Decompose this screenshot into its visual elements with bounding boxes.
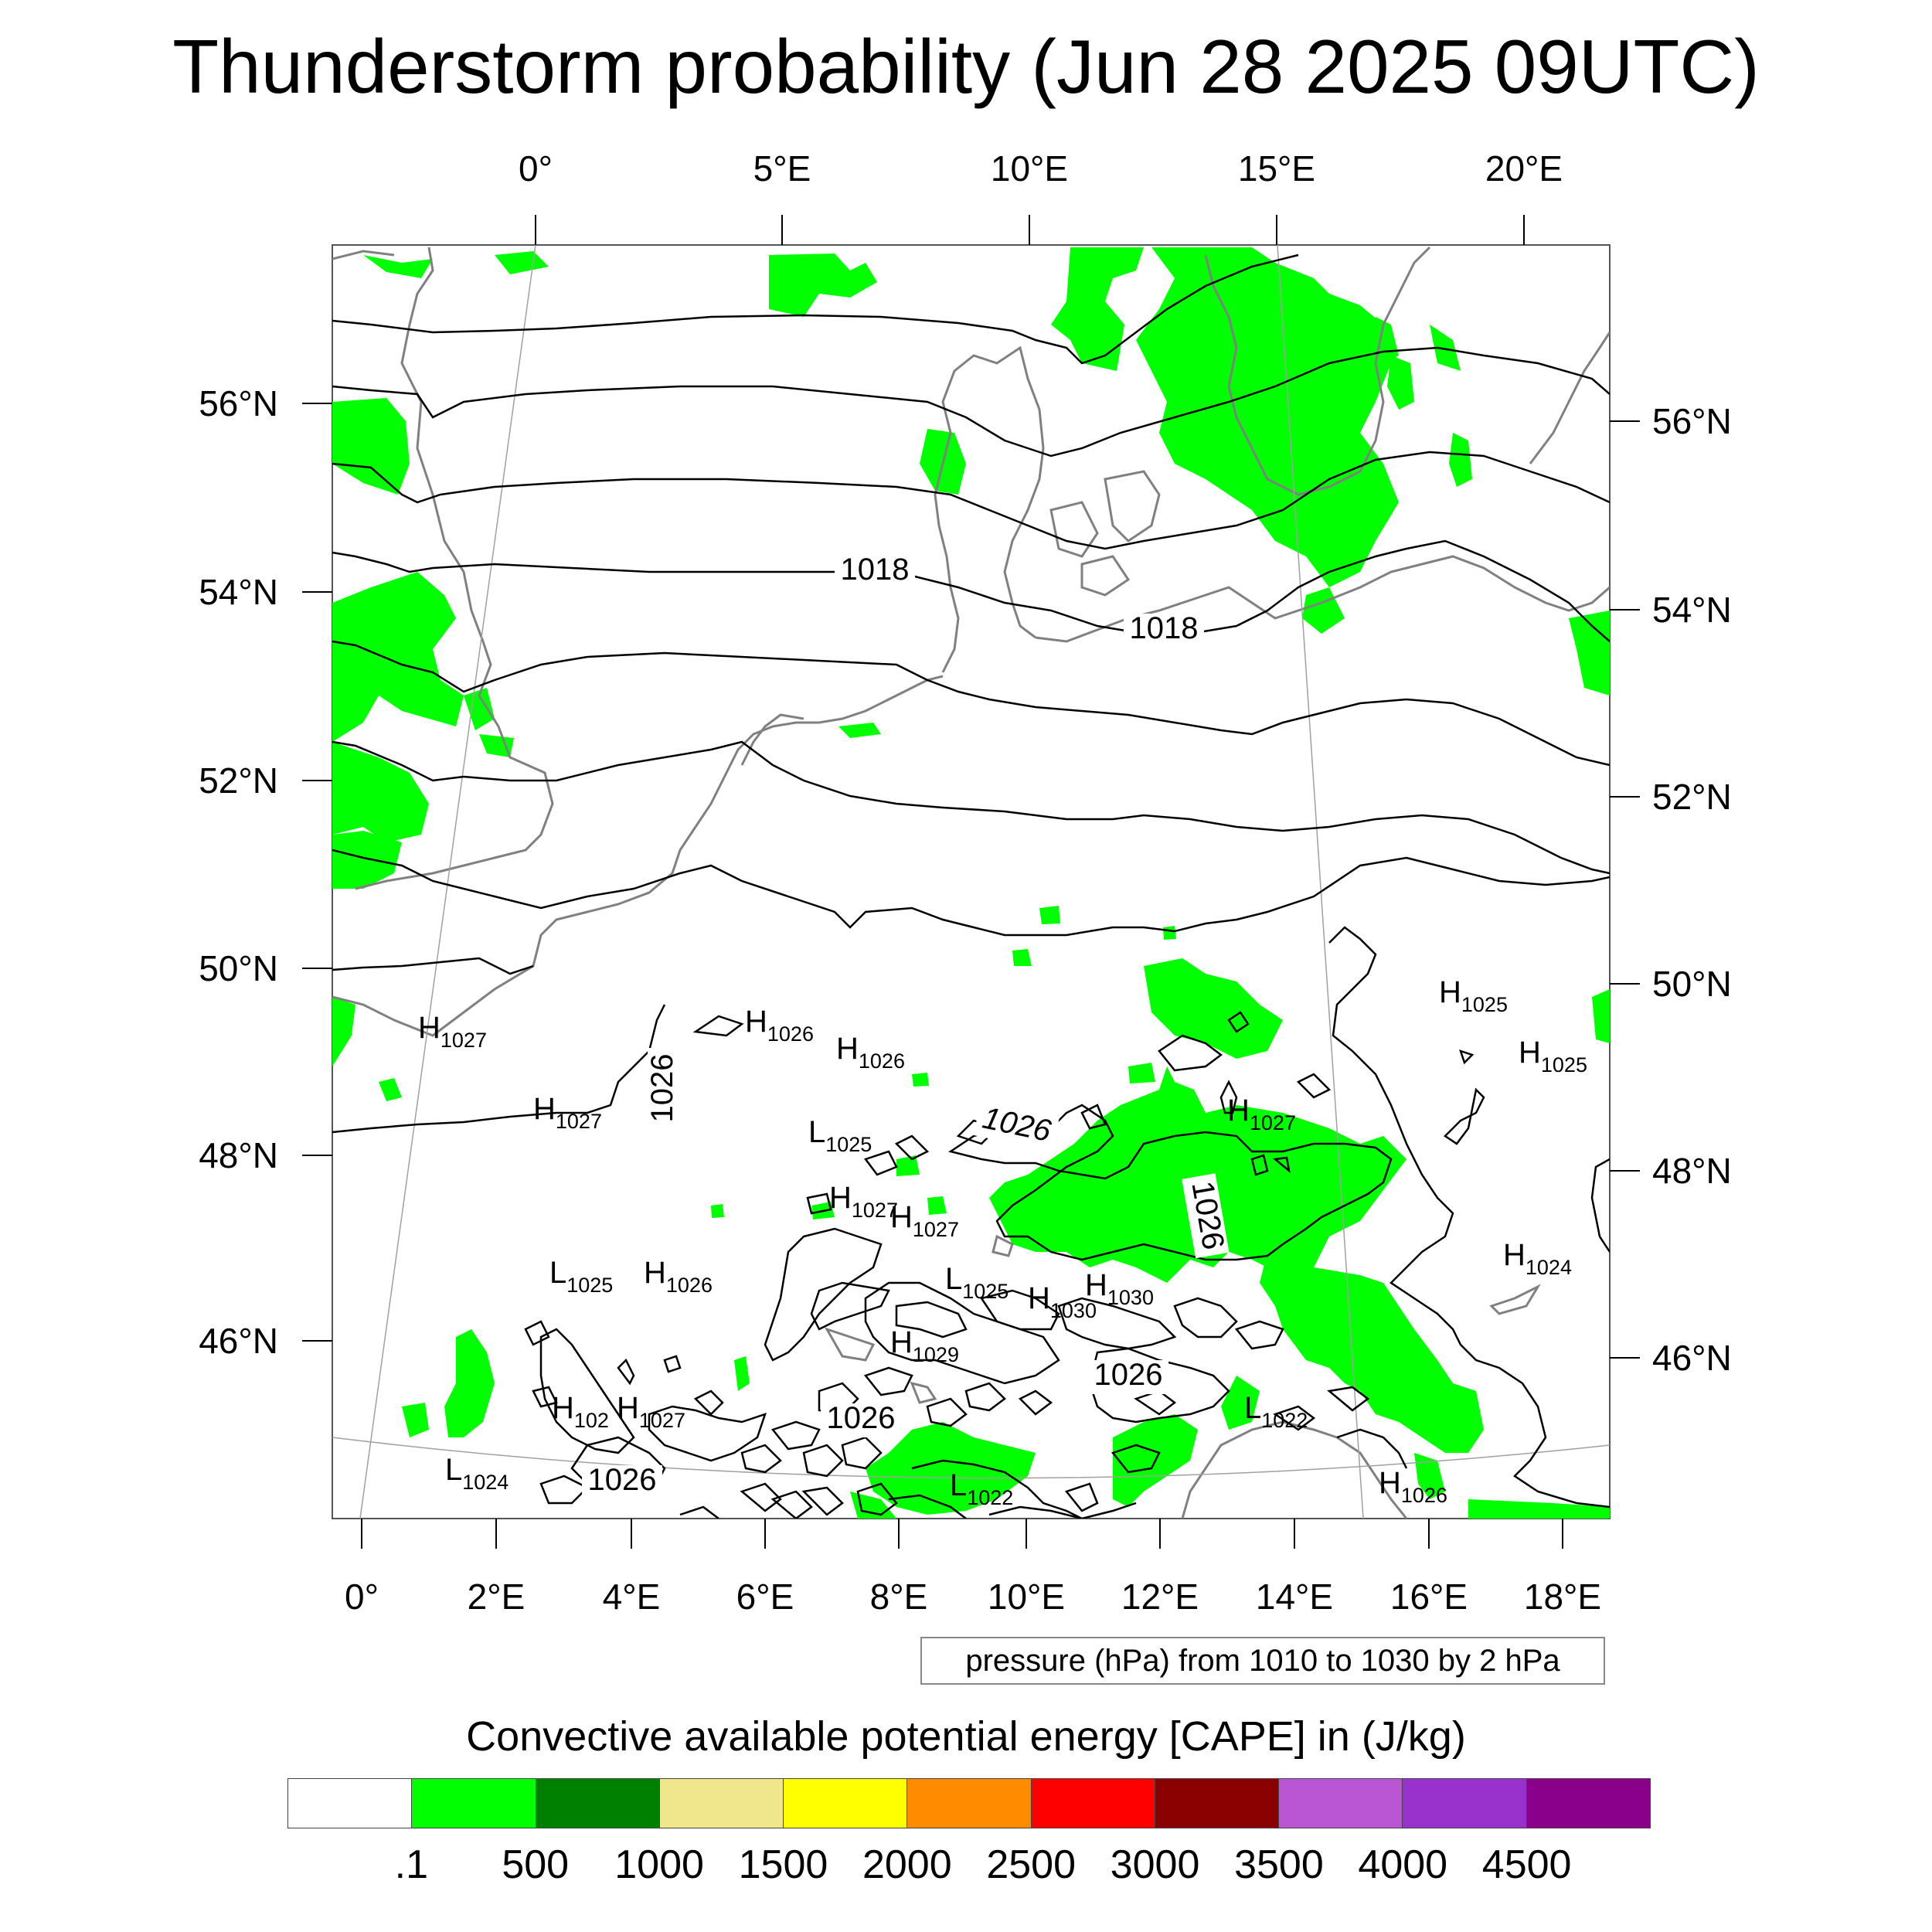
colorbar-swatch xyxy=(1403,1779,1527,1828)
colorbar-swatch xyxy=(288,1779,413,1828)
bottom-lon-label: 14°E xyxy=(1256,1577,1333,1617)
colorbar-swatch xyxy=(1031,1779,1155,1828)
bottom-lon-label: 6°E xyxy=(736,1577,794,1617)
pressure-center: H1029 xyxy=(890,1325,959,1366)
colorbar-label: 2000 xyxy=(862,1842,952,1887)
left-lat-label: 52°N xyxy=(199,760,278,801)
pressure-center: L1025 xyxy=(808,1115,872,1156)
right-lat-label: 50°N xyxy=(1652,964,1732,1004)
right-lat-label: 54°N xyxy=(1652,590,1732,630)
pressure-center: H1027 xyxy=(1227,1094,1296,1134)
pressure-center: H1027 xyxy=(890,1200,959,1241)
right-lat-label: 52°N xyxy=(1652,777,1732,817)
isobar-label: 1026 xyxy=(827,1401,896,1435)
colorbar-label: .1 xyxy=(394,1842,429,1887)
left-lat-label: 56°N xyxy=(199,383,278,423)
left-lat-label: 48°N xyxy=(199,1135,278,1175)
colorbar-swatch xyxy=(907,1779,1032,1828)
isobars xyxy=(332,253,1610,1519)
isobar-label: 1026 xyxy=(645,1054,679,1123)
colorbar-swatch xyxy=(412,1779,536,1828)
pressure-center: H1027 xyxy=(418,1011,487,1052)
top-lon-label: 15°E xyxy=(1238,148,1315,189)
pressure-center: H1026 xyxy=(644,1256,713,1297)
map-title: Thunderstorm probability (Jun 28 2025 09… xyxy=(172,24,1760,109)
pressure-center: L1022 xyxy=(950,1468,1013,1509)
isobar-label: 1018 xyxy=(841,553,910,587)
isobar-label: 1018 xyxy=(1130,611,1199,645)
bottom-longitude-labels: 0° 2°E 4°E 6°E 8°E 10°E 12°E 14°E 16°E 1… xyxy=(345,1577,1601,1617)
pressure-center: H1027 xyxy=(617,1391,685,1432)
bottom-lon-label: 18°E xyxy=(1524,1577,1601,1617)
isobar-label: 1026 xyxy=(588,1463,657,1497)
pressure-contour-note: pressure (hPa) from 1010 to 1030 by 2 hP… xyxy=(920,1637,1605,1685)
bottom-lon-label: 10°E xyxy=(988,1577,1065,1617)
colorbar-swatch xyxy=(659,1779,784,1828)
colorbar-swatch xyxy=(1279,1779,1403,1828)
pressure-center: H1027 xyxy=(829,1181,898,1222)
pressure-center: H102 xyxy=(552,1391,609,1432)
bottom-lon-label: 4°E xyxy=(603,1577,661,1617)
top-lon-label: 10°E xyxy=(991,148,1068,189)
coastlines xyxy=(332,246,1610,1519)
colorbar-label: 3000 xyxy=(1110,1842,1200,1887)
pressure-center: L1025 xyxy=(549,1256,613,1297)
bottom-lon-label: 12°E xyxy=(1121,1577,1199,1617)
pressure-center: L1024 xyxy=(445,1453,509,1494)
pressure-center: H1026 xyxy=(836,1032,905,1073)
bottom-lon-label: 0° xyxy=(345,1577,379,1617)
colorbar-swatch xyxy=(1526,1779,1650,1828)
top-lon-label: 5°E xyxy=(753,148,811,189)
left-latitude-labels: 56°N 54°N 52°N 50°N 48°N 46°N xyxy=(199,383,278,1361)
right-lat-label: 48°N xyxy=(1652,1151,1732,1191)
pressure-center: H1030 xyxy=(1028,1281,1097,1322)
pressure-center: H1027 xyxy=(533,1092,602,1133)
colorbar-label: 500 xyxy=(502,1842,570,1887)
pressure-center: H1026 xyxy=(1379,1466,1447,1507)
pressure-center: H1030 xyxy=(1085,1268,1154,1309)
colorbar-label: 4500 xyxy=(1481,1842,1572,1887)
right-latitude-labels: 56°N 54°N 52°N 50°N 48°N 46°N xyxy=(1652,401,1732,1378)
right-lat-label: 46°N xyxy=(1652,1338,1732,1378)
pressure-center: H1024 xyxy=(1503,1238,1572,1279)
colorbar-swatch xyxy=(536,1779,660,1828)
pressure-center: H1025 xyxy=(1439,975,1508,1016)
pressure-centers: H1027 H1027 H1026 H1026 L1025 H1027 H102… xyxy=(418,975,1587,1509)
left-lat-label: 54°N xyxy=(199,572,278,612)
top-longitude-labels: 0° 5°E 10°E 15°E 20°E xyxy=(519,148,1563,189)
right-lat-label: 56°N xyxy=(1652,401,1732,441)
bottom-lon-label: 2°E xyxy=(468,1577,526,1617)
colorbar-swatch xyxy=(784,1779,908,1828)
pressure-center: H1026 xyxy=(745,1005,814,1046)
left-lat-label: 50°N xyxy=(199,948,278,988)
left-lat-label: 46°N xyxy=(199,1321,278,1361)
colorbar xyxy=(287,1778,1651,1828)
top-lon-label: 0° xyxy=(519,148,553,189)
bottom-lon-label: 16°E xyxy=(1390,1577,1468,1617)
axis-ticks xyxy=(302,215,1640,1549)
pressure-center: L1022 xyxy=(1244,1391,1308,1432)
pressure-center: L1025 xyxy=(945,1262,1009,1303)
graticule xyxy=(332,245,1610,1519)
colorbar-label: 2500 xyxy=(986,1842,1077,1887)
colorbar-label: 1000 xyxy=(614,1842,704,1887)
colorbar-label: 3500 xyxy=(1234,1842,1324,1887)
bottom-lon-label: 8°E xyxy=(870,1577,928,1617)
colorbar-title: Convective available potential energy [C… xyxy=(466,1713,1466,1760)
pressure-center: H1025 xyxy=(1519,1036,1587,1077)
top-lon-label: 20°E xyxy=(1485,148,1563,189)
colorbar-swatch xyxy=(1155,1779,1280,1828)
isobar-label: 1026 xyxy=(1094,1358,1163,1392)
colorbar-label: 4000 xyxy=(1358,1842,1448,1887)
map-frame xyxy=(332,244,1611,1519)
colorbar-label: 1500 xyxy=(738,1842,828,1887)
